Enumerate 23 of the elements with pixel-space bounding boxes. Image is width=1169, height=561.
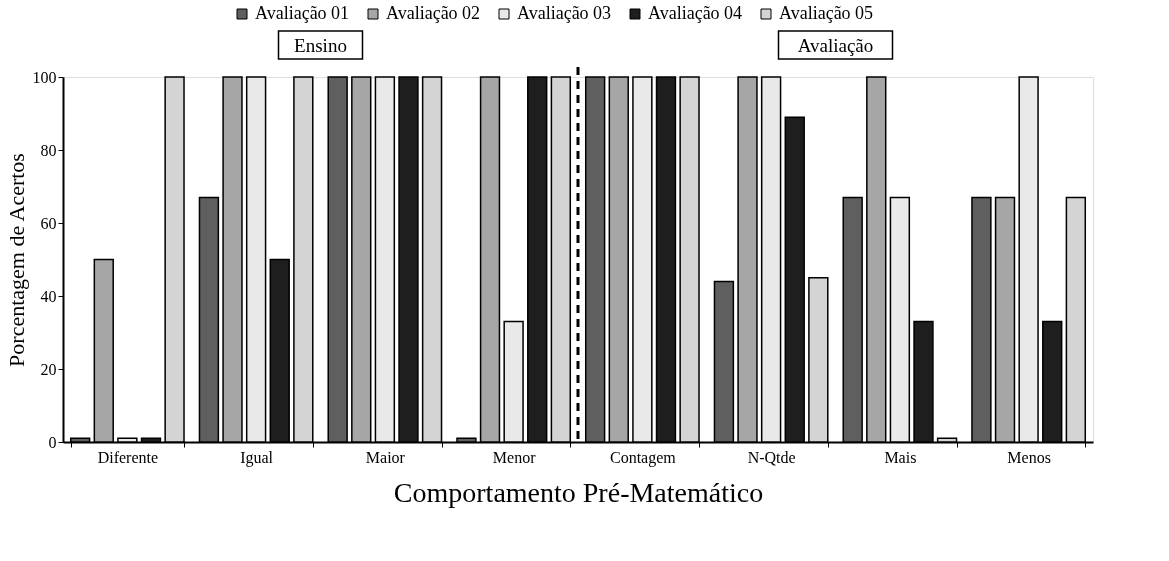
y-axis-title: Porcentagem de Acertos	[3, 153, 29, 367]
x-tick-label: Igual	[240, 448, 274, 467]
legend-label: Avaliação 03	[517, 3, 612, 23]
legend-label: Avaliação 05	[779, 3, 874, 23]
legend-label: Avaliação 01	[255, 3, 350, 23]
legend-label: Avaliação 04	[648, 3, 743, 23]
x-tick-label: Menos	[1007, 448, 1051, 466]
x-tick-label: Mais	[884, 448, 917, 466]
text: Avaliação	[797, 35, 874, 56]
x-tick-label: Contagem	[609, 448, 677, 467]
x-tick-label: Menor	[492, 448, 537, 466]
x-tick-label: Diferente	[97, 448, 159, 466]
x-tick-label: Maior	[365, 448, 406, 466]
y-tick-label: 20	[40, 360, 57, 378]
y-tick-label: 60	[40, 214, 57, 232]
x-axis-title: Comportamento Pré-Matemático	[393, 476, 764, 508]
legend-label: Avaliação 02	[386, 3, 481, 23]
y-tick-label: 80	[40, 141, 57, 159]
y-tick-label: 0	[48, 433, 57, 451]
text: Ensino	[294, 35, 347, 56]
y-tick-label: 100	[32, 68, 57, 86]
x-tick-label: N-Qtde	[747, 448, 796, 466]
y-tick-label: 40	[40, 287, 57, 305]
